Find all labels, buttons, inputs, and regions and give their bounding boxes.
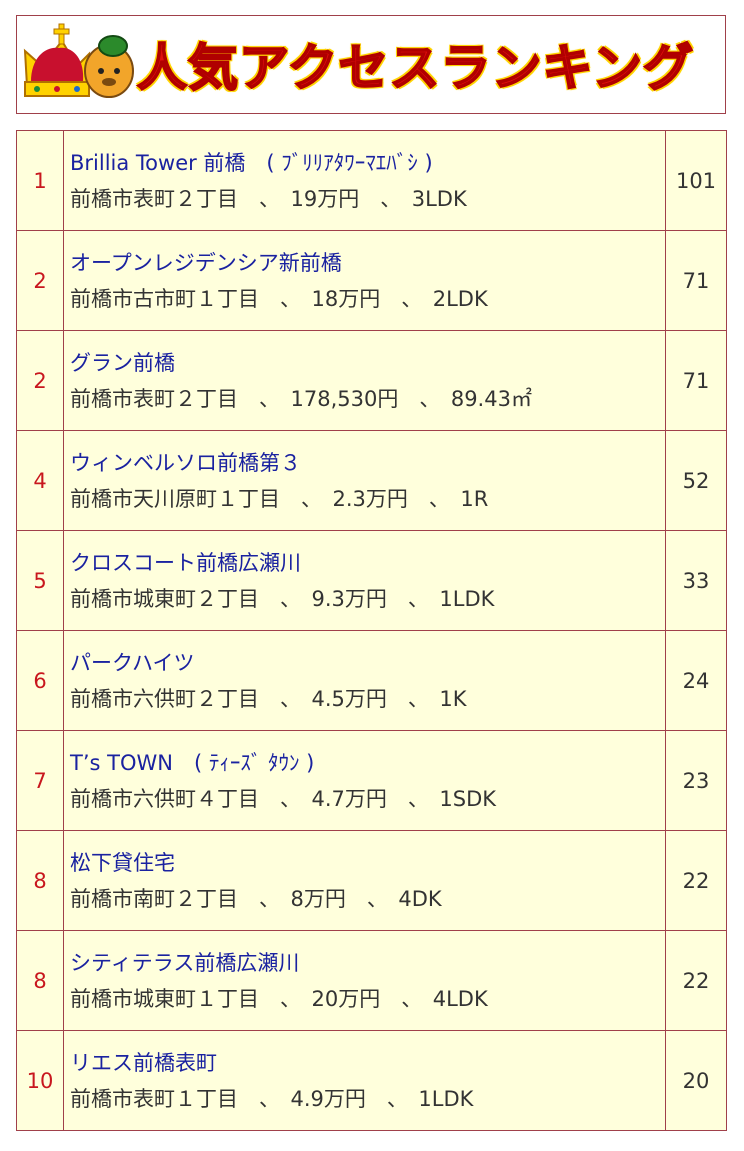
rank: 4 [16, 430, 64, 531]
property-name[interactable]: クロスコート前橋広瀬川 [70, 550, 301, 575]
property-name[interactable]: オープンレジデンシア新前橋 [70, 250, 342, 275]
property-detail: 前橋市城東町１丁目 、 20万円 、 4LDK [70, 986, 488, 1011]
rank: 10 [16, 1030, 64, 1131]
ranking-row: 8 松下貸住宅 前橋市南町２丁目 、 8万円 、 4DK 22 [16, 830, 727, 931]
property-name[interactable]: ウィンベルソロ前橋第３ [70, 450, 301, 475]
ranking-table: 1 Brillia Tower 前橋 ( ﾌﾞﾘﾘｱﾀﾜｰﾏｴﾊﾞｼ ) 前橋市表町… [16, 130, 727, 1131]
access-count: 22 [665, 930, 727, 1031]
ranking-row: 2 オープンレジデンシア新前橋 前橋市古市町１丁目 、 18万円 、 2LDK 71 [16, 230, 727, 331]
property-detail: 前橋市六供町２丁目 、 4.5万円 、 1K [70, 686, 467, 711]
property-detail: 前橋市表町２丁目 、 19万円 、 3LDK [70, 186, 467, 211]
rank: 2 [16, 230, 64, 331]
property-detail: 前橋市南町２丁目 、 8万円 、 4DK [70, 886, 442, 911]
property-name[interactable]: パークハイツ [70, 650, 195, 675]
access-count: 71 [665, 330, 727, 431]
ranking-row: 6 パークハイツ 前橋市六供町２丁目 、 4.5万円 、 1K 24 [16, 630, 727, 731]
access-count: 23 [665, 730, 727, 831]
property-name[interactable]: シティテラス前橋広瀬川 [70, 950, 300, 975]
property-detail: 前橋市古市町１丁目 、 18万円 、 2LDK [70, 286, 488, 311]
entry: 松下貸住宅前橋市南町２丁目 、 8万円 、 4DK [63, 830, 666, 931]
access-count: 24 [665, 630, 727, 731]
rank: 2 [16, 330, 64, 431]
property-detail: 前橋市表町２丁目 、 178,530円 、 89.43㎡ [70, 386, 532, 411]
entry: クロスコート前橋広瀬川前橋市城東町２丁目 、 9.3万円 、 1LDK [63, 530, 666, 631]
access-count: 33 [665, 530, 727, 631]
ranking-row: 5 クロスコート前橋広瀬川 前橋市城東町２丁目 、 9.3万円 、 1LDK 33 [16, 530, 727, 631]
header: 人気アクセスランキング [16, 15, 726, 114]
entry: パークハイツ前橋市六供町２丁目 、 4.5万円 、 1K [63, 630, 666, 731]
property-name[interactable]: グラン前橋 [70, 350, 175, 375]
title: 人気アクセスランキング [136, 38, 694, 98]
entry: Brillia Tower 前橋 ( ﾌﾞﾘﾘｱﾀﾜｰﾏｴﾊﾞｼ ) 前橋市表町２… [63, 130, 666, 231]
rank: 8 [16, 930, 64, 1031]
property-name[interactable]: T’s TOWN ( ﾃｨｰｽﾞ ﾀｳﾝ ) [70, 750, 315, 775]
property-detail: 前橋市表町１丁目 、 4.9万円 、 1LDK [70, 1086, 474, 1111]
crown-mascot-icon [23, 23, 134, 98]
entry: リエス前橋表町前橋市表町１丁目 、 4.9万円 、 1LDK [63, 1030, 666, 1131]
property-detail: 前橋市天川原町１丁目 、 2.3万円 、 1R [70, 486, 489, 511]
access-count: 101 [665, 130, 727, 231]
access-count: 71 [665, 230, 727, 331]
property-name[interactable]: 松下貸住宅 [70, 850, 175, 875]
entry: シティテラス前橋広瀬川前橋市城東町１丁目 、 20万円 、 4LDK [63, 930, 666, 1031]
access-count: 20 [665, 1030, 727, 1131]
entry: ウィンベルソロ前橋第３ 前橋市天川原町１丁目 、 2.3万円 、 1R [63, 430, 666, 531]
entry: T’s TOWN ( ﾃｨｰｽﾞ ﾀｳﾝ ) 前橋市六供町４丁目 、 4.7万円 … [63, 730, 666, 831]
rank: 7 [16, 730, 64, 831]
entry: オープンレジデンシア新前橋前橋市古市町１丁目 、 18万円 、 2LDK [63, 230, 666, 331]
ranking-row: 4 ウィンベルソロ前橋第３ 前橋市天川原町１丁目 、 2.3万円 、 1R 52 [16, 430, 727, 531]
property-name[interactable]: Brillia Tower 前橋 ( ﾌﾞﾘﾘｱﾀﾜｰﾏｴﾊﾞｼ ) [70, 150, 433, 175]
access-count: 52 [665, 430, 727, 531]
ranking-row: 7 T’s TOWN ( ﾃｨｰｽﾞ ﾀｳﾝ ) 前橋市六供町４丁目 、 4.7万円… [16, 730, 727, 831]
rank: 5 [16, 530, 64, 631]
rank: 1 [16, 130, 64, 231]
property-detail: 前橋市六供町４丁目 、 4.7万円 、 1SDK [70, 786, 497, 811]
rank: 6 [16, 630, 64, 731]
ranking-row: 8 シティテラス前橋広瀬川 前橋市城東町１丁目 、 20万円 、 4LDK 22 [16, 930, 727, 1031]
ranking-row: 2 グラン前橋 前橋市表町２丁目 、 178,530円 、 89.43㎡ 71 [16, 330, 727, 431]
entry: グラン前橋前橋市表町２丁目 、 178,530円 、 89.43㎡ [63, 330, 666, 431]
property-detail: 前橋市城東町２丁目 、 9.3万円 、 1LDK [70, 586, 495, 611]
property-name[interactable]: リエス前橋表町 [70, 1050, 217, 1075]
access-count: 22 [665, 830, 727, 931]
rank: 8 [16, 830, 64, 931]
ranking-row: 1 Brillia Tower 前橋 ( ﾌﾞﾘﾘｱﾀﾜｰﾏｴﾊﾞｼ ) 前橋市表町… [16, 130, 727, 231]
ranking-row: 10 リエス前橋表町 前橋市表町１丁目 、 4.9万円 、 1LDK 20 [16, 1030, 727, 1131]
